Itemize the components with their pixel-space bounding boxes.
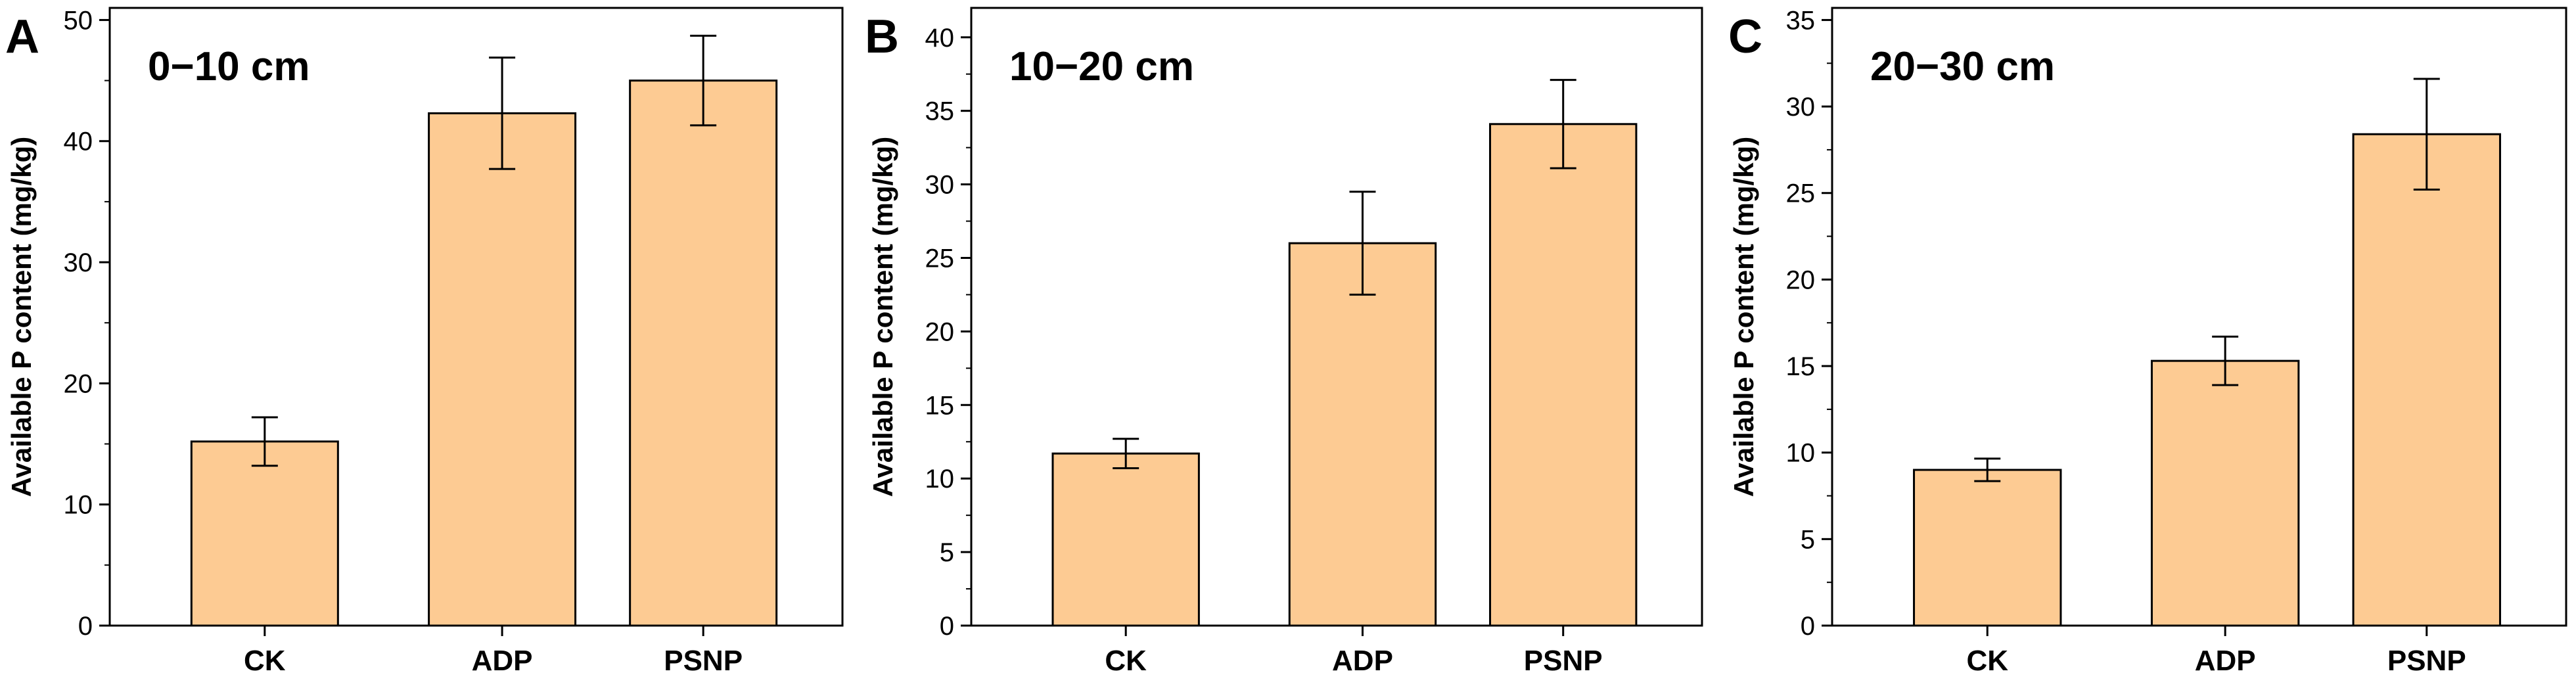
y-tick-label: 30 xyxy=(1786,93,1816,122)
y-tick-label: 5 xyxy=(940,538,954,567)
y-tick-label: 35 xyxy=(1786,6,1816,35)
x-tick-label-adp: ADP xyxy=(1332,645,1393,677)
y-tick-label: 35 xyxy=(925,97,955,126)
panel-letter: C xyxy=(1728,11,1762,63)
panel-title: 0−10 cm xyxy=(148,44,310,89)
y-tick-label: 15 xyxy=(1786,352,1816,381)
panel-letter: B xyxy=(865,11,899,63)
y-tick-label: 10 xyxy=(1786,439,1816,468)
y-tick-label: 5 xyxy=(1801,525,1815,554)
y-axis-label: Available P content (mg/kg) xyxy=(1728,137,1759,497)
bar-ck xyxy=(1051,452,1200,627)
chart-panel-a: CK ADP PSNP 0 10 20 30 40 50 Available P content … xyxy=(5,6,844,677)
panel-letter: A xyxy=(5,11,39,63)
x-tick-label-adp: ADP xyxy=(472,645,533,677)
y-tick-label: 0 xyxy=(940,612,954,641)
x-tick-label-psnp: PSNP xyxy=(2387,645,2466,677)
bar-adp xyxy=(428,112,577,627)
plot-frame xyxy=(108,7,844,627)
y-tick-label: 40 xyxy=(925,24,955,53)
bar-adp xyxy=(2150,359,2300,627)
y-tick-label: 20 xyxy=(64,369,93,398)
y-tick-label: 40 xyxy=(64,127,93,156)
y-tick-label: 25 xyxy=(925,244,955,273)
y-tick-label: 50 xyxy=(64,6,93,35)
y-tick-label: 30 xyxy=(64,248,93,277)
x-tick-label-psnp: PSNP xyxy=(1524,645,1603,677)
panel-title: 10−20 cm xyxy=(1009,44,1194,89)
y-tick-label: 30 xyxy=(925,171,955,200)
bar-ck xyxy=(1913,469,2062,627)
plot-frame xyxy=(1831,7,2567,627)
bar-psnp xyxy=(629,80,778,627)
y-tick-label: 10 xyxy=(64,491,93,520)
x-tick-label-adp: ADP xyxy=(2195,645,2256,677)
bar-psnp xyxy=(1489,123,1638,627)
y-axis-label: Available P content (mg/kg) xyxy=(6,137,37,497)
chart-panel-b: CK ADP PSNP 0 5 10 15 20 25 30 35 40 Available P con… xyxy=(865,7,1703,677)
y-tick-label: 15 xyxy=(925,391,955,420)
y-tick-label: 0 xyxy=(78,612,93,641)
chart-panel-c: CK ADP PSNP 0 5 10 15 20 25 30 35 Available P conte… xyxy=(1728,6,2567,677)
y-tick-label: 20 xyxy=(925,317,955,346)
bar-psnp xyxy=(2352,133,2501,627)
y-axis-label: Available P content (mg/kg) xyxy=(867,137,898,497)
y-tick-label: 10 xyxy=(925,465,955,494)
bar-ck xyxy=(190,440,339,627)
y-tick-label: 25 xyxy=(1786,179,1816,208)
x-tick-label-ck: CK xyxy=(1966,645,2008,677)
plot-frame xyxy=(970,7,1703,627)
y-tick-label: 0 xyxy=(1801,612,1815,641)
panel-title: 20−30 cm xyxy=(1870,44,2055,89)
x-tick-label-ck: CK xyxy=(1105,645,1147,677)
x-tick-label-psnp: PSNP xyxy=(664,645,743,677)
bar-adp xyxy=(1288,242,1437,627)
x-tick-label-ck: CK xyxy=(244,645,286,677)
y-tick-label: 20 xyxy=(1786,265,1816,294)
